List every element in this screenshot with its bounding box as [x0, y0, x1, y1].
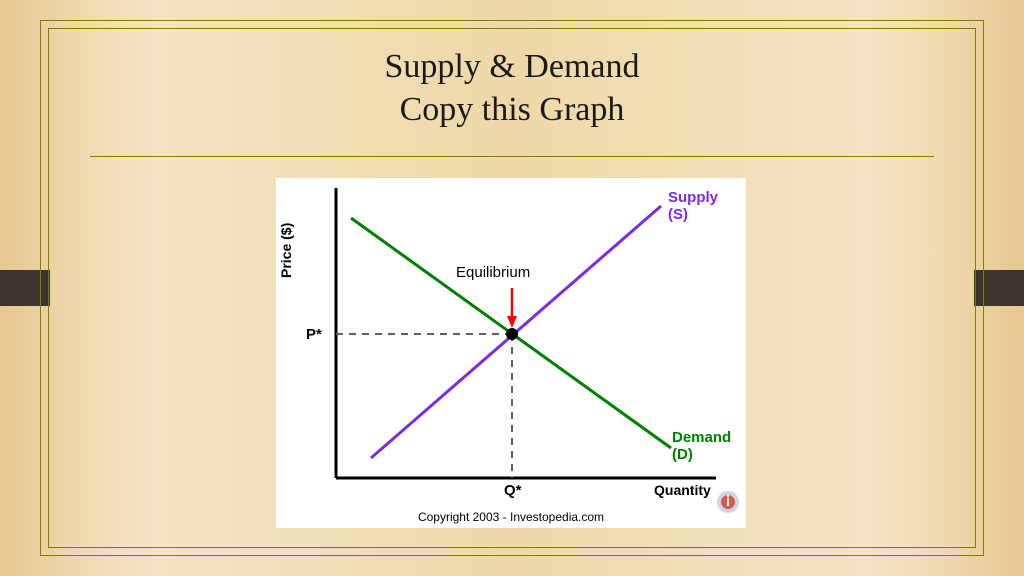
q-star-label: Q*	[504, 482, 522, 499]
title-line-1: Supply & Demand	[0, 46, 1024, 89]
supply-label-line2: (S)	[668, 206, 688, 223]
title-underline	[90, 156, 934, 157]
demand-label-line2: (D)	[672, 446, 693, 463]
slide: Supply & Demand Copy this Graph Price ($…	[0, 0, 1024, 576]
supply-demand-chart: Price ($) Equilibrium Supply (S) D	[276, 178, 746, 528]
investopedia-logo-icon	[716, 490, 740, 514]
chart-copyright: Copyright 2003 - Investopedia.com	[276, 510, 746, 524]
equilibrium-label: Equilibrium	[456, 264, 530, 281]
x-axis-label: Quantity	[654, 482, 711, 498]
supply-label-line1: Supply	[668, 189, 718, 206]
demand-label-line1: Demand	[672, 429, 731, 446]
supply-label: Supply (S)	[668, 190, 718, 223]
equilibrium-point	[506, 328, 518, 340]
equilibrium-arrow-head	[507, 316, 517, 328]
p-star-label: P*	[306, 326, 322, 343]
y-axis-label: Price ($)	[278, 223, 294, 278]
slide-title: Supply & Demand Copy this Graph	[0, 46, 1024, 131]
title-line-2: Copy this Graph	[0, 89, 1024, 132]
demand-label: Demand (D)	[672, 430, 731, 463]
